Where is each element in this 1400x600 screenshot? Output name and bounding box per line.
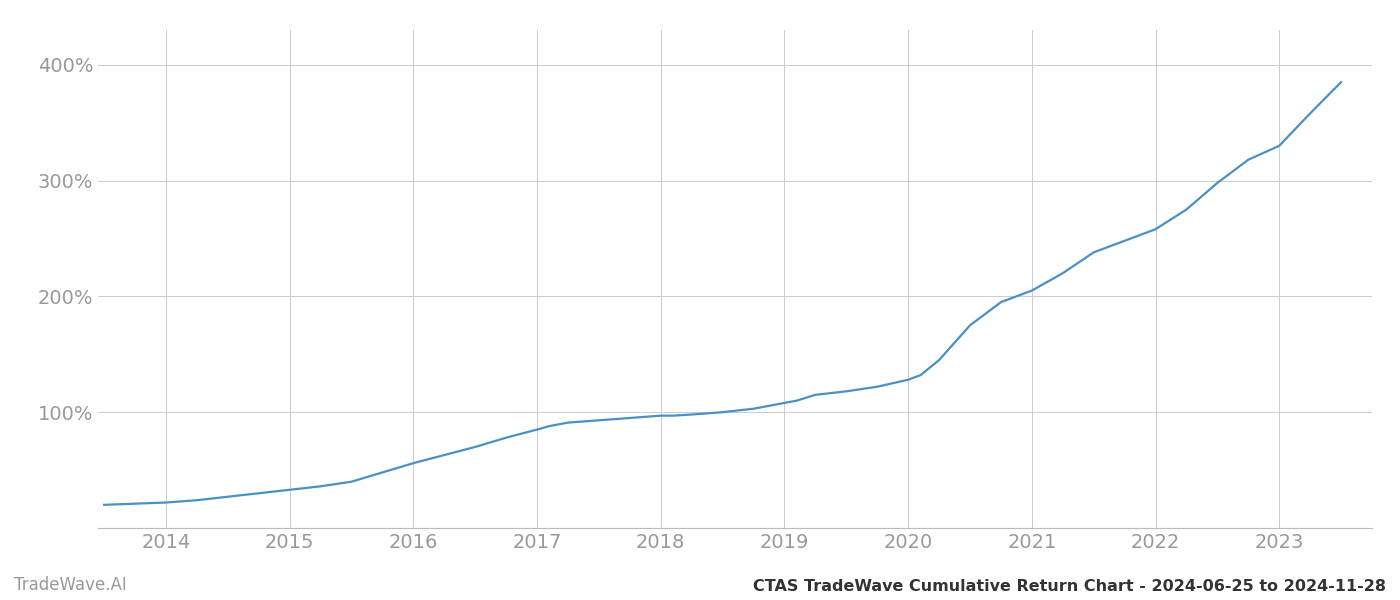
Text: TradeWave.AI: TradeWave.AI <box>14 576 127 594</box>
Text: CTAS TradeWave Cumulative Return Chart - 2024-06-25 to 2024-11-28: CTAS TradeWave Cumulative Return Chart -… <box>753 579 1386 594</box>
